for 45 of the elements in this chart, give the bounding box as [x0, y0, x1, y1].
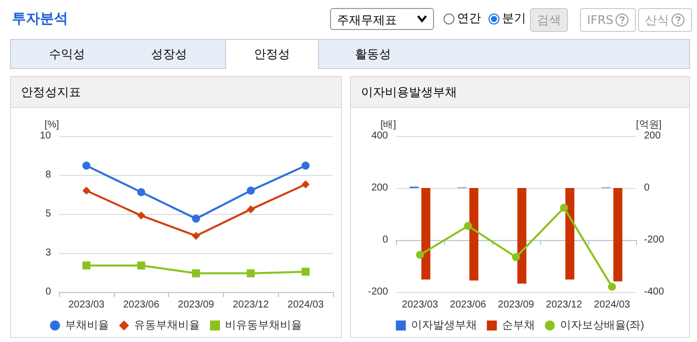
text: IFRS	[587, 13, 614, 27]
y-tick-label: 200	[371, 182, 388, 194]
x-tick-label: 2023/12	[546, 300, 583, 310]
y-tick-label: 8	[45, 170, 52, 180]
y-tick-label: 400	[371, 130, 388, 142]
y2-tick-label: 200	[644, 130, 662, 142]
text: 투자분석	[12, 10, 68, 28]
y-tick-label: -200	[368, 286, 388, 298]
text: 연간	[457, 10, 481, 27]
x-tick-label: 2023/09	[498, 300, 535, 310]
text: 분기	[502, 10, 526, 27]
y-tick-label: 10	[40, 130, 52, 142]
text: 주재무제표	[337, 13, 397, 27]
y-tick-label: 0	[382, 234, 388, 246]
text: 수익성	[48, 46, 86, 63]
y-tick-label: 0	[45, 286, 52, 298]
x-tick-label: 2024/03	[288, 300, 324, 310]
chart-title: 안정성지표	[11, 77, 341, 108]
x-tick-label: 2023/06	[450, 300, 487, 310]
y2-tick-label: -200	[644, 234, 664, 246]
x-tick-label: 2023/03	[68, 300, 105, 310]
legend-label: 이자보상배율(좌)	[560, 320, 644, 332]
chart-title: 이자비용발생부채	[351, 77, 689, 108]
x-tick-label: 2023/09	[178, 300, 215, 310]
text: 산식	[645, 12, 669, 28]
y-tick-label: 3	[45, 248, 52, 258]
text: 성장성	[150, 46, 188, 63]
x-tick-label: 2023/06	[123, 300, 160, 310]
x-tick-label: 2024/03	[594, 300, 631, 310]
y-axis-title: [배]	[380, 120, 396, 130]
text: 검색	[530, 8, 568, 32]
text: 안정성	[225, 39, 319, 69]
y-axis-title: [%]	[44, 120, 60, 130]
y2-tick-label: -400	[644, 286, 664, 298]
legend-label: 유동부채비율	[134, 320, 200, 332]
text: 활동성	[354, 46, 392, 63]
x-tick-label: 2023/12	[232, 300, 270, 310]
legend-label: 부채비율	[65, 320, 109, 332]
x-tick-label: 2023/03	[402, 300, 439, 310]
y-tick-label: 5	[45, 208, 52, 220]
legend-label: 이자발생부채	[410, 320, 477, 332]
y2-tick-label: 0	[644, 182, 650, 194]
y2-axis-title: [억원]	[636, 120, 662, 130]
legend-label: 순부채	[502, 320, 535, 332]
legend-label: 비유동부채비율	[225, 320, 302, 332]
